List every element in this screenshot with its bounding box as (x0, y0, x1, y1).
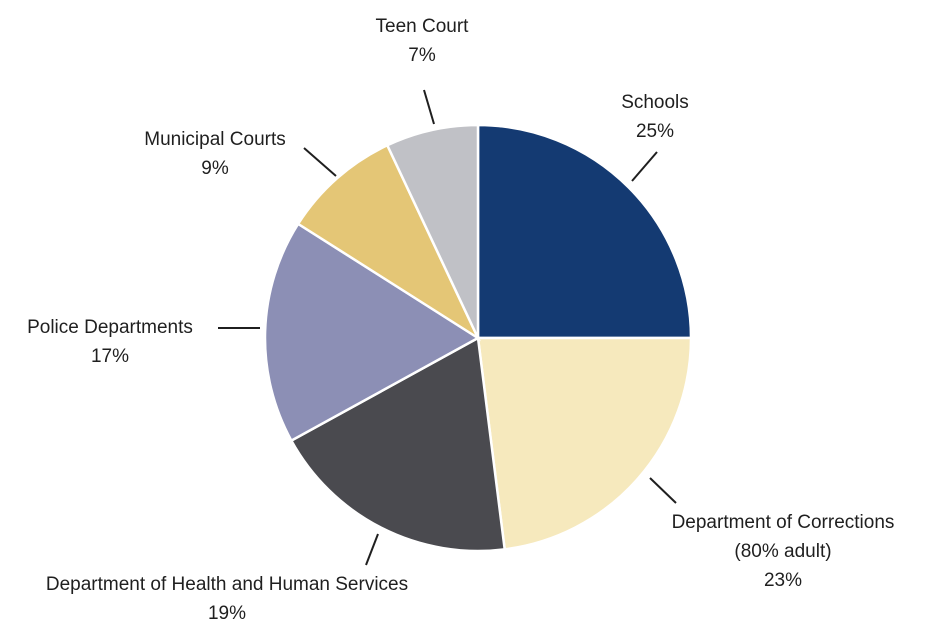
slice-name-label: Department of Corrections (672, 512, 895, 533)
slice-name-label: Schools (621, 92, 689, 113)
slice-name-label: Department of Health and Human Services (46, 574, 408, 595)
slice-name-label: Police Departments (27, 317, 193, 338)
slice-percent-label: 17% (91, 346, 129, 367)
pie-slice (263, 222, 481, 443)
pie-slice (289, 336, 507, 553)
slice-name-label: (80% adult) (734, 541, 831, 562)
leader-line (303, 147, 337, 177)
slice-percent-label: 7% (408, 45, 436, 66)
pie-slice (296, 143, 481, 342)
leader-line (423, 89, 435, 125)
pie-slice (476, 123, 693, 340)
slice-name-label: Municipal Courts (144, 129, 286, 150)
leader-line (365, 533, 379, 566)
leader-line (649, 477, 677, 504)
slice-percent-label: 23% (764, 570, 802, 591)
slice-percent-label: 9% (201, 158, 229, 179)
slice-percent-label: 19% (208, 603, 246, 624)
slice-labels: Schools 25% Department of Corrections (80% … (27, 16, 894, 624)
pie-slice (385, 123, 480, 339)
slice-percent-label: 25% (636, 121, 674, 142)
leader-lines (218, 89, 677, 566)
leader-line (631, 151, 658, 182)
pie-slices (263, 123, 693, 553)
pie-slice (476, 336, 693, 551)
slice-name-label: Teen Court (376, 16, 470, 37)
